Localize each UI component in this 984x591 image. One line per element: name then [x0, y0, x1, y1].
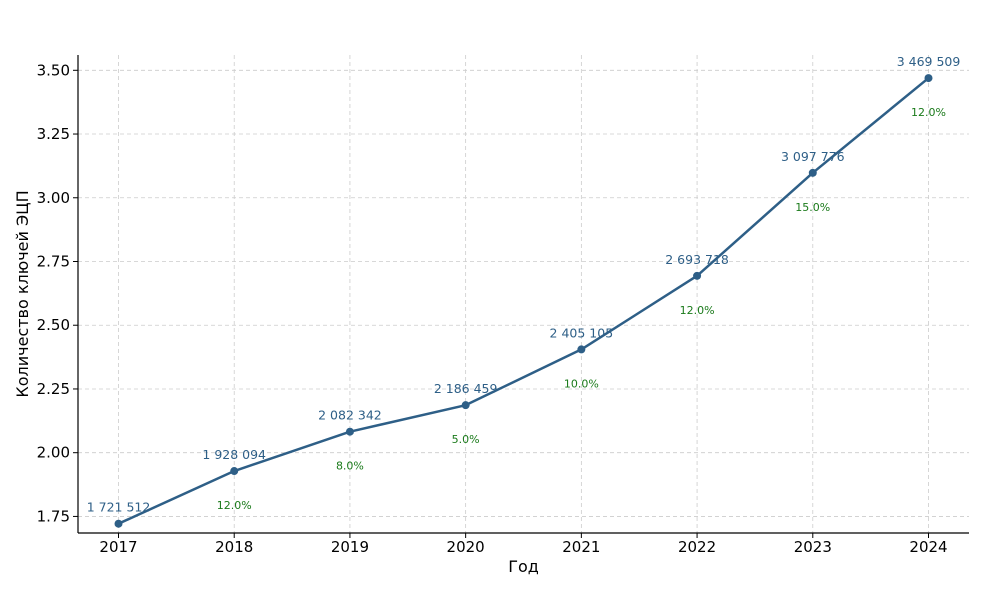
- y-axis-label: Количество ключей ЭЦП: [13, 190, 32, 397]
- y-tick-label: 2.25: [37, 380, 70, 398]
- data-point: [693, 271, 702, 280]
- grid-lines: [78, 55, 969, 533]
- growth-label: 8.0%: [336, 460, 364, 473]
- growth-label: 12.0%: [217, 499, 252, 512]
- data-labels: 1 721 512 1 928 094 12.0% 2 082 342 8.0% 2 18…: [87, 54, 961, 515]
- y-tick-label: 2.00: [37, 444, 70, 462]
- value-label: 1 928 094: [202, 447, 266, 462]
- axes: [77, 55, 969, 534]
- x-tick-label: 2021: [562, 538, 600, 556]
- growth-label: 12.0%: [680, 304, 715, 317]
- data-point: [577, 345, 586, 354]
- growth-label: 15.0%: [795, 201, 830, 214]
- y-tick-label: 3.00: [37, 189, 70, 207]
- value-label: 1 721 512: [87, 500, 151, 515]
- y-tick-label: 2.75: [37, 252, 70, 270]
- y-tick-label: 2.50: [37, 316, 70, 334]
- tick-labels: 1.75 2.00 2.25 2.50 2.75 3.00 3.25 3.50 2017 2018…: [37, 61, 948, 556]
- growth-label: 12.0%: [911, 106, 946, 119]
- value-label: 2 693 718: [665, 252, 729, 267]
- value-label: 2 082 342: [318, 408, 382, 423]
- x-tick-label: 2018: [215, 538, 253, 556]
- x-tick-label: 2019: [331, 538, 369, 556]
- data-point: [924, 74, 933, 83]
- data-point: [461, 401, 470, 410]
- data-series: [114, 74, 933, 528]
- data-point: [230, 467, 239, 476]
- x-tick-label: 2023: [794, 538, 832, 556]
- growth-label: 5.0%: [452, 433, 480, 446]
- value-label: 2 186 459: [434, 381, 498, 396]
- x-tick-label: 2022: [678, 538, 716, 556]
- value-label: 3 469 509: [897, 54, 961, 69]
- data-point: [114, 519, 123, 528]
- value-label: 2 405 105: [550, 325, 614, 340]
- data-point: [808, 168, 817, 177]
- data-point: [345, 427, 354, 436]
- value-label: 3 097 776: [781, 149, 845, 164]
- y-tick-label: 3.50: [37, 61, 70, 79]
- x-tick-label: 2024: [909, 538, 947, 556]
- growth-label: 10.0%: [564, 377, 599, 390]
- y-tick-label: 1.75: [37, 507, 70, 525]
- x-tick-label: 2017: [99, 538, 137, 556]
- series-line: [117, 77, 930, 525]
- x-tick-label: 2020: [447, 538, 485, 556]
- y-tick-label: 3.25: [37, 125, 70, 143]
- x-axis-label: Год: [508, 557, 539, 576]
